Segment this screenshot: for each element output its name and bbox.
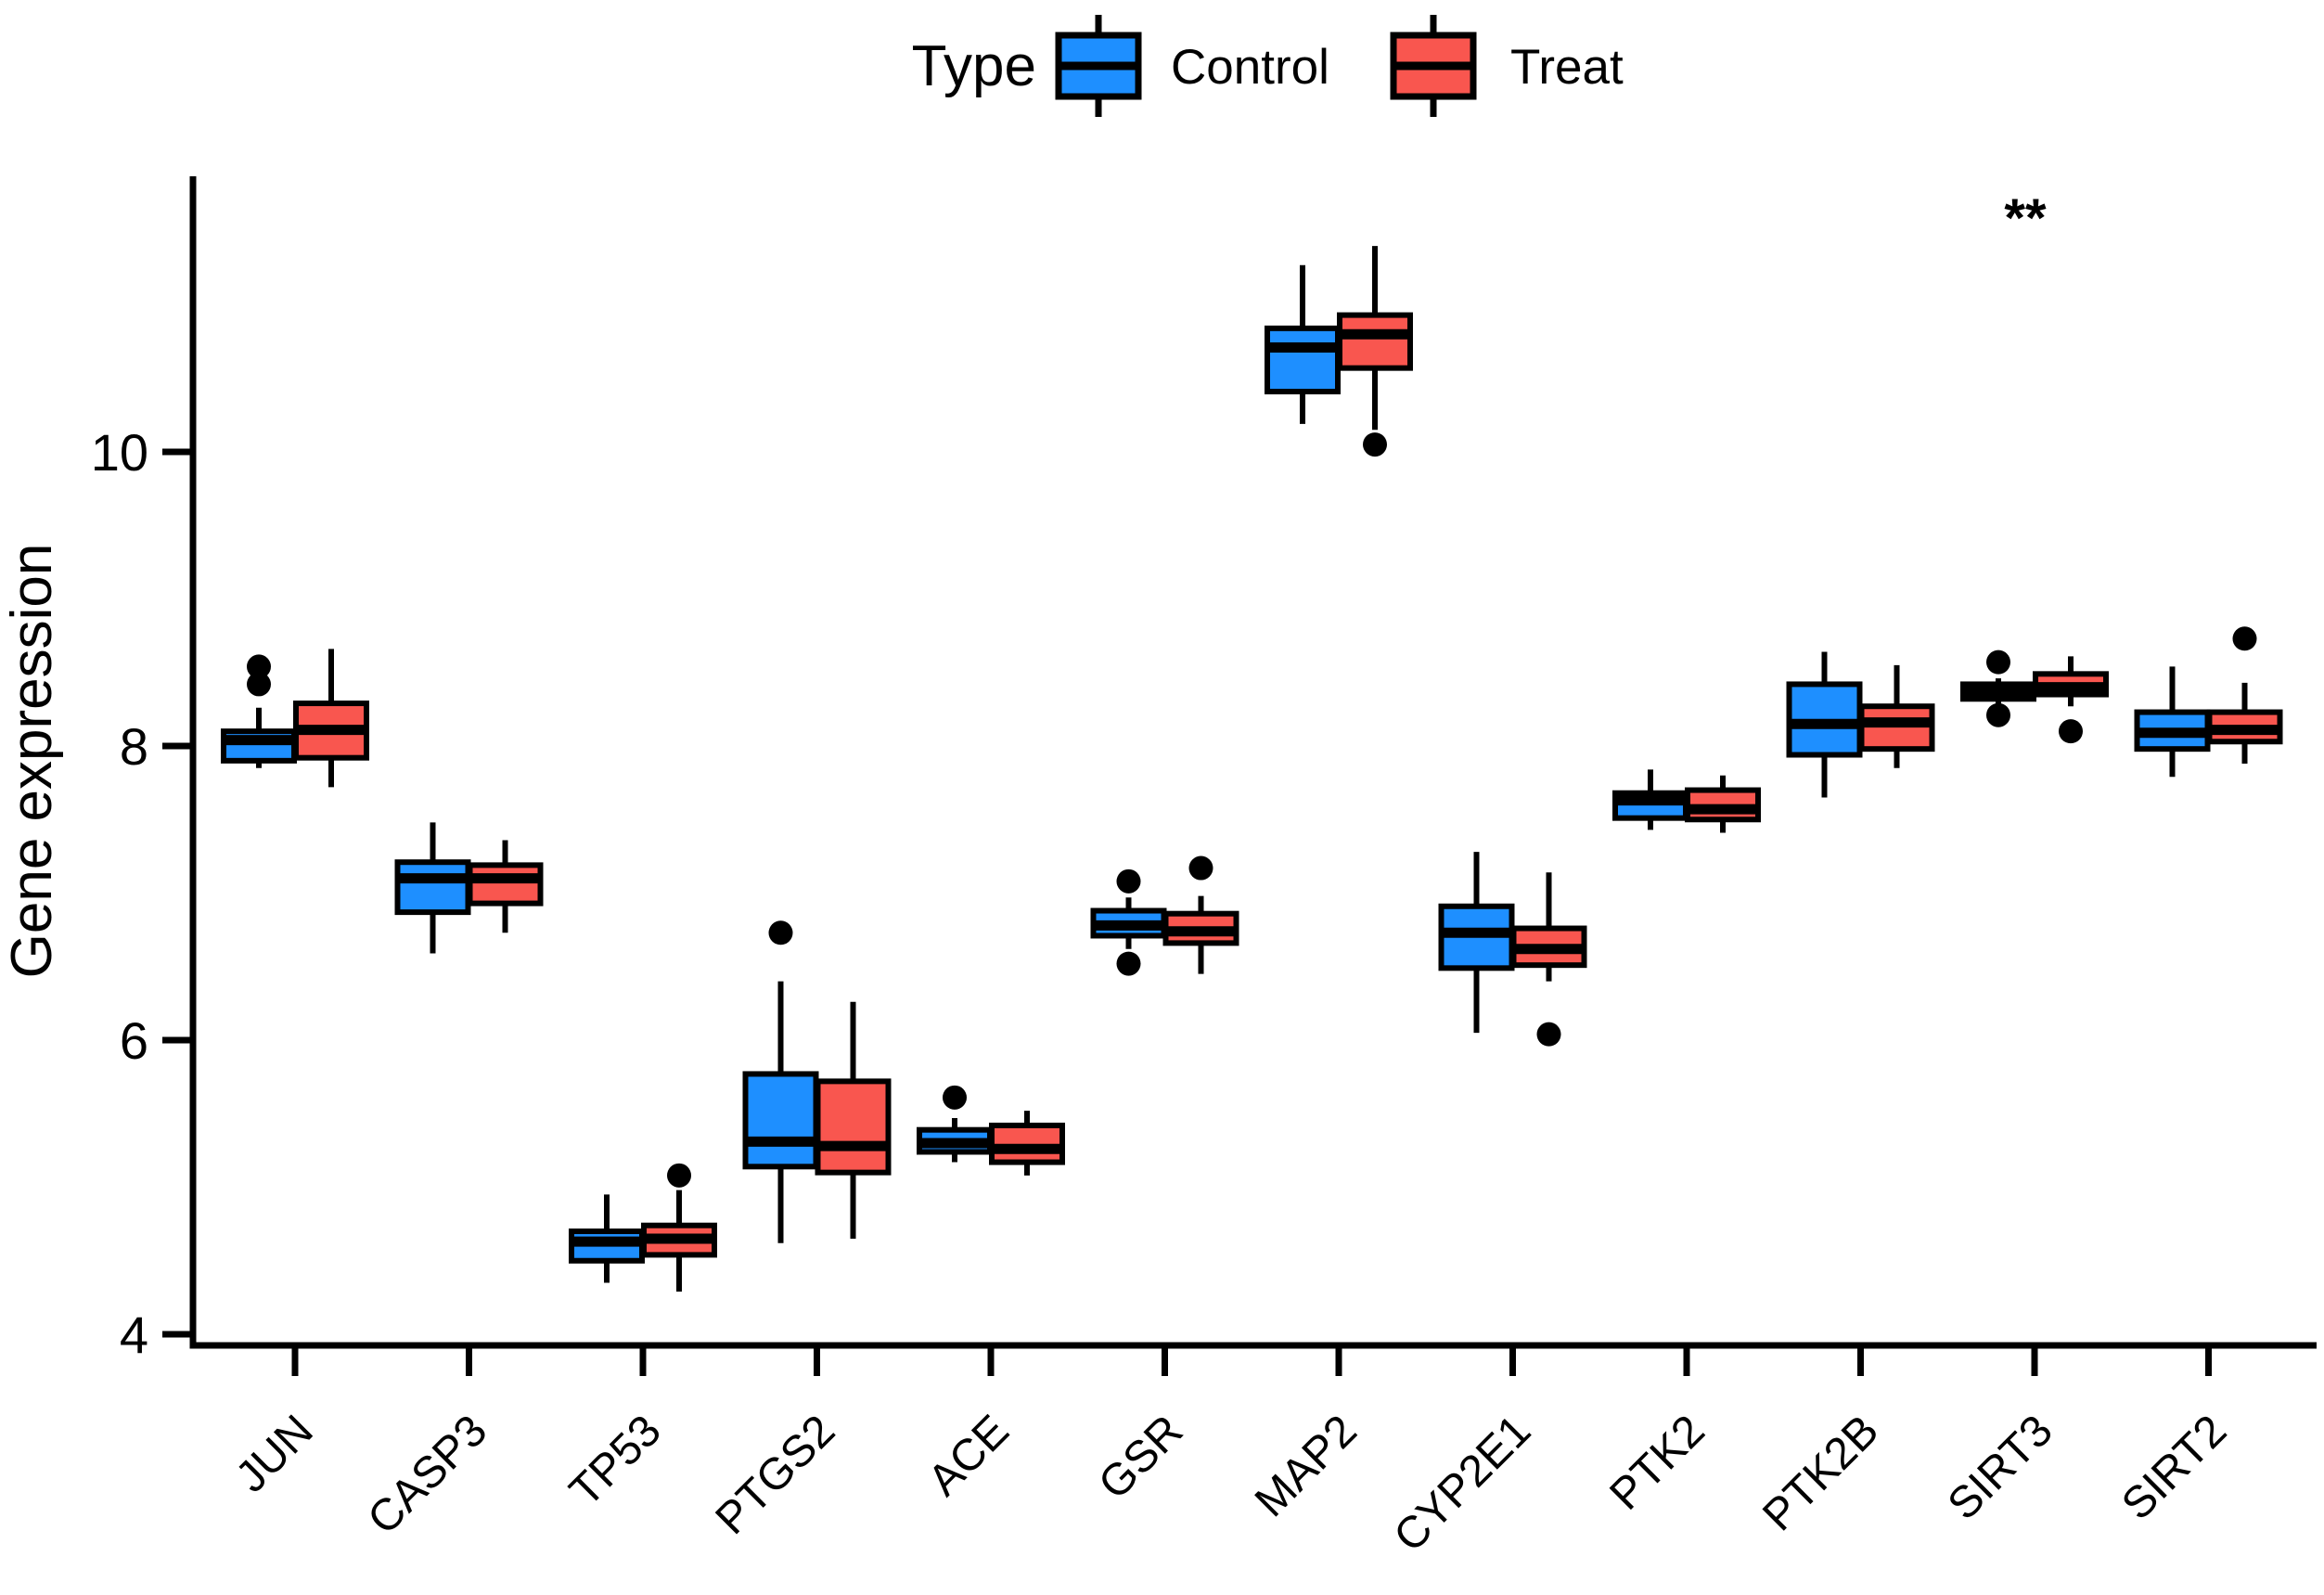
x-tick-label-ptgs2: PTGS2 — [707, 1406, 845, 1544]
boxplot-ptgs2-control — [742, 1071, 819, 1170]
x-tick-label-ptk2: PTK2 — [1600, 1406, 1714, 1519]
outlier-dot-map2-treat — [1363, 432, 1387, 457]
x-tick-label-sirt2: SIRT2 — [2112, 1406, 2236, 1529]
x-tick-label-casp3: CASP3 — [358, 1406, 496, 1544]
y-tick-label: 4 — [120, 1306, 148, 1364]
outlier-dot-sirt3-control — [1986, 650, 2010, 675]
legend-label-control: Control — [1171, 40, 1329, 95]
outlier-dot-jun-control — [247, 672, 271, 697]
outlier-dot-jun-control — [247, 654, 271, 679]
boxplot-ptk2b-treat — [1858, 703, 1935, 752]
y-axis-title: Gene expression — [0, 544, 64, 979]
outlier-dot-ace-control — [943, 1085, 967, 1110]
x-tick-label-jun: JUN — [226, 1406, 322, 1501]
y-tick-label: 8 — [120, 717, 148, 776]
boxplot-map2-treat — [1337, 312, 1413, 371]
outlier-dot-tp53-treat — [667, 1163, 691, 1188]
boxplot-map2-control — [1265, 325, 1341, 395]
outlier-dot-sirt2-treat — [2232, 626, 2257, 651]
outlier-dot-sirt3-treat — [2059, 719, 2083, 744]
boxplot-ptgs2-treat — [815, 1078, 892, 1176]
plot-area: 4 6 8 10 JUN CASP3 TP53 PTGS2 ACE GSR MAP2 CYP2E1 PT… — [91, 15, 2317, 1562]
outlier-dot-cyp2e1-treat — [1536, 1022, 1561, 1047]
legend-label-treat: Treat — [1510, 40, 1624, 95]
boxplot-ace-treat — [989, 1122, 1065, 1165]
outlier-dot-gsr-control — [1116, 868, 1141, 894]
boxplot-casp3-control — [394, 859, 471, 916]
outlier-dot-sirt3-control — [1986, 702, 2010, 727]
x-tick-label-map2: MAP2 — [1246, 1406, 1367, 1526]
x-tick-label-ace: ACE — [919, 1406, 1019, 1505]
x-tick-label-tp53: TP53 — [560, 1406, 671, 1516]
significance-marker: ** — [2004, 188, 2047, 249]
outlier-dot-gsr-treat — [1188, 855, 1213, 881]
x-tick-label-gsr: GSR — [1089, 1406, 1192, 1509]
x-tick-label-cyp2e1: CYP2E1 — [1385, 1406, 1541, 1562]
y-tick-label: 6 — [120, 1011, 148, 1070]
x-tick-label-ptk2b: PTK2B — [1753, 1406, 1888, 1540]
x-tick-label-sirt3: SIRT3 — [1939, 1406, 2062, 1529]
boxplot-casp3-treat — [467, 862, 544, 907]
outlier-dot-gsr-control — [1116, 951, 1141, 976]
legend-title: Type — [912, 34, 1036, 98]
y-tick-label: 10 — [91, 423, 148, 482]
outlier-dot-ptgs2-control — [768, 920, 793, 945]
